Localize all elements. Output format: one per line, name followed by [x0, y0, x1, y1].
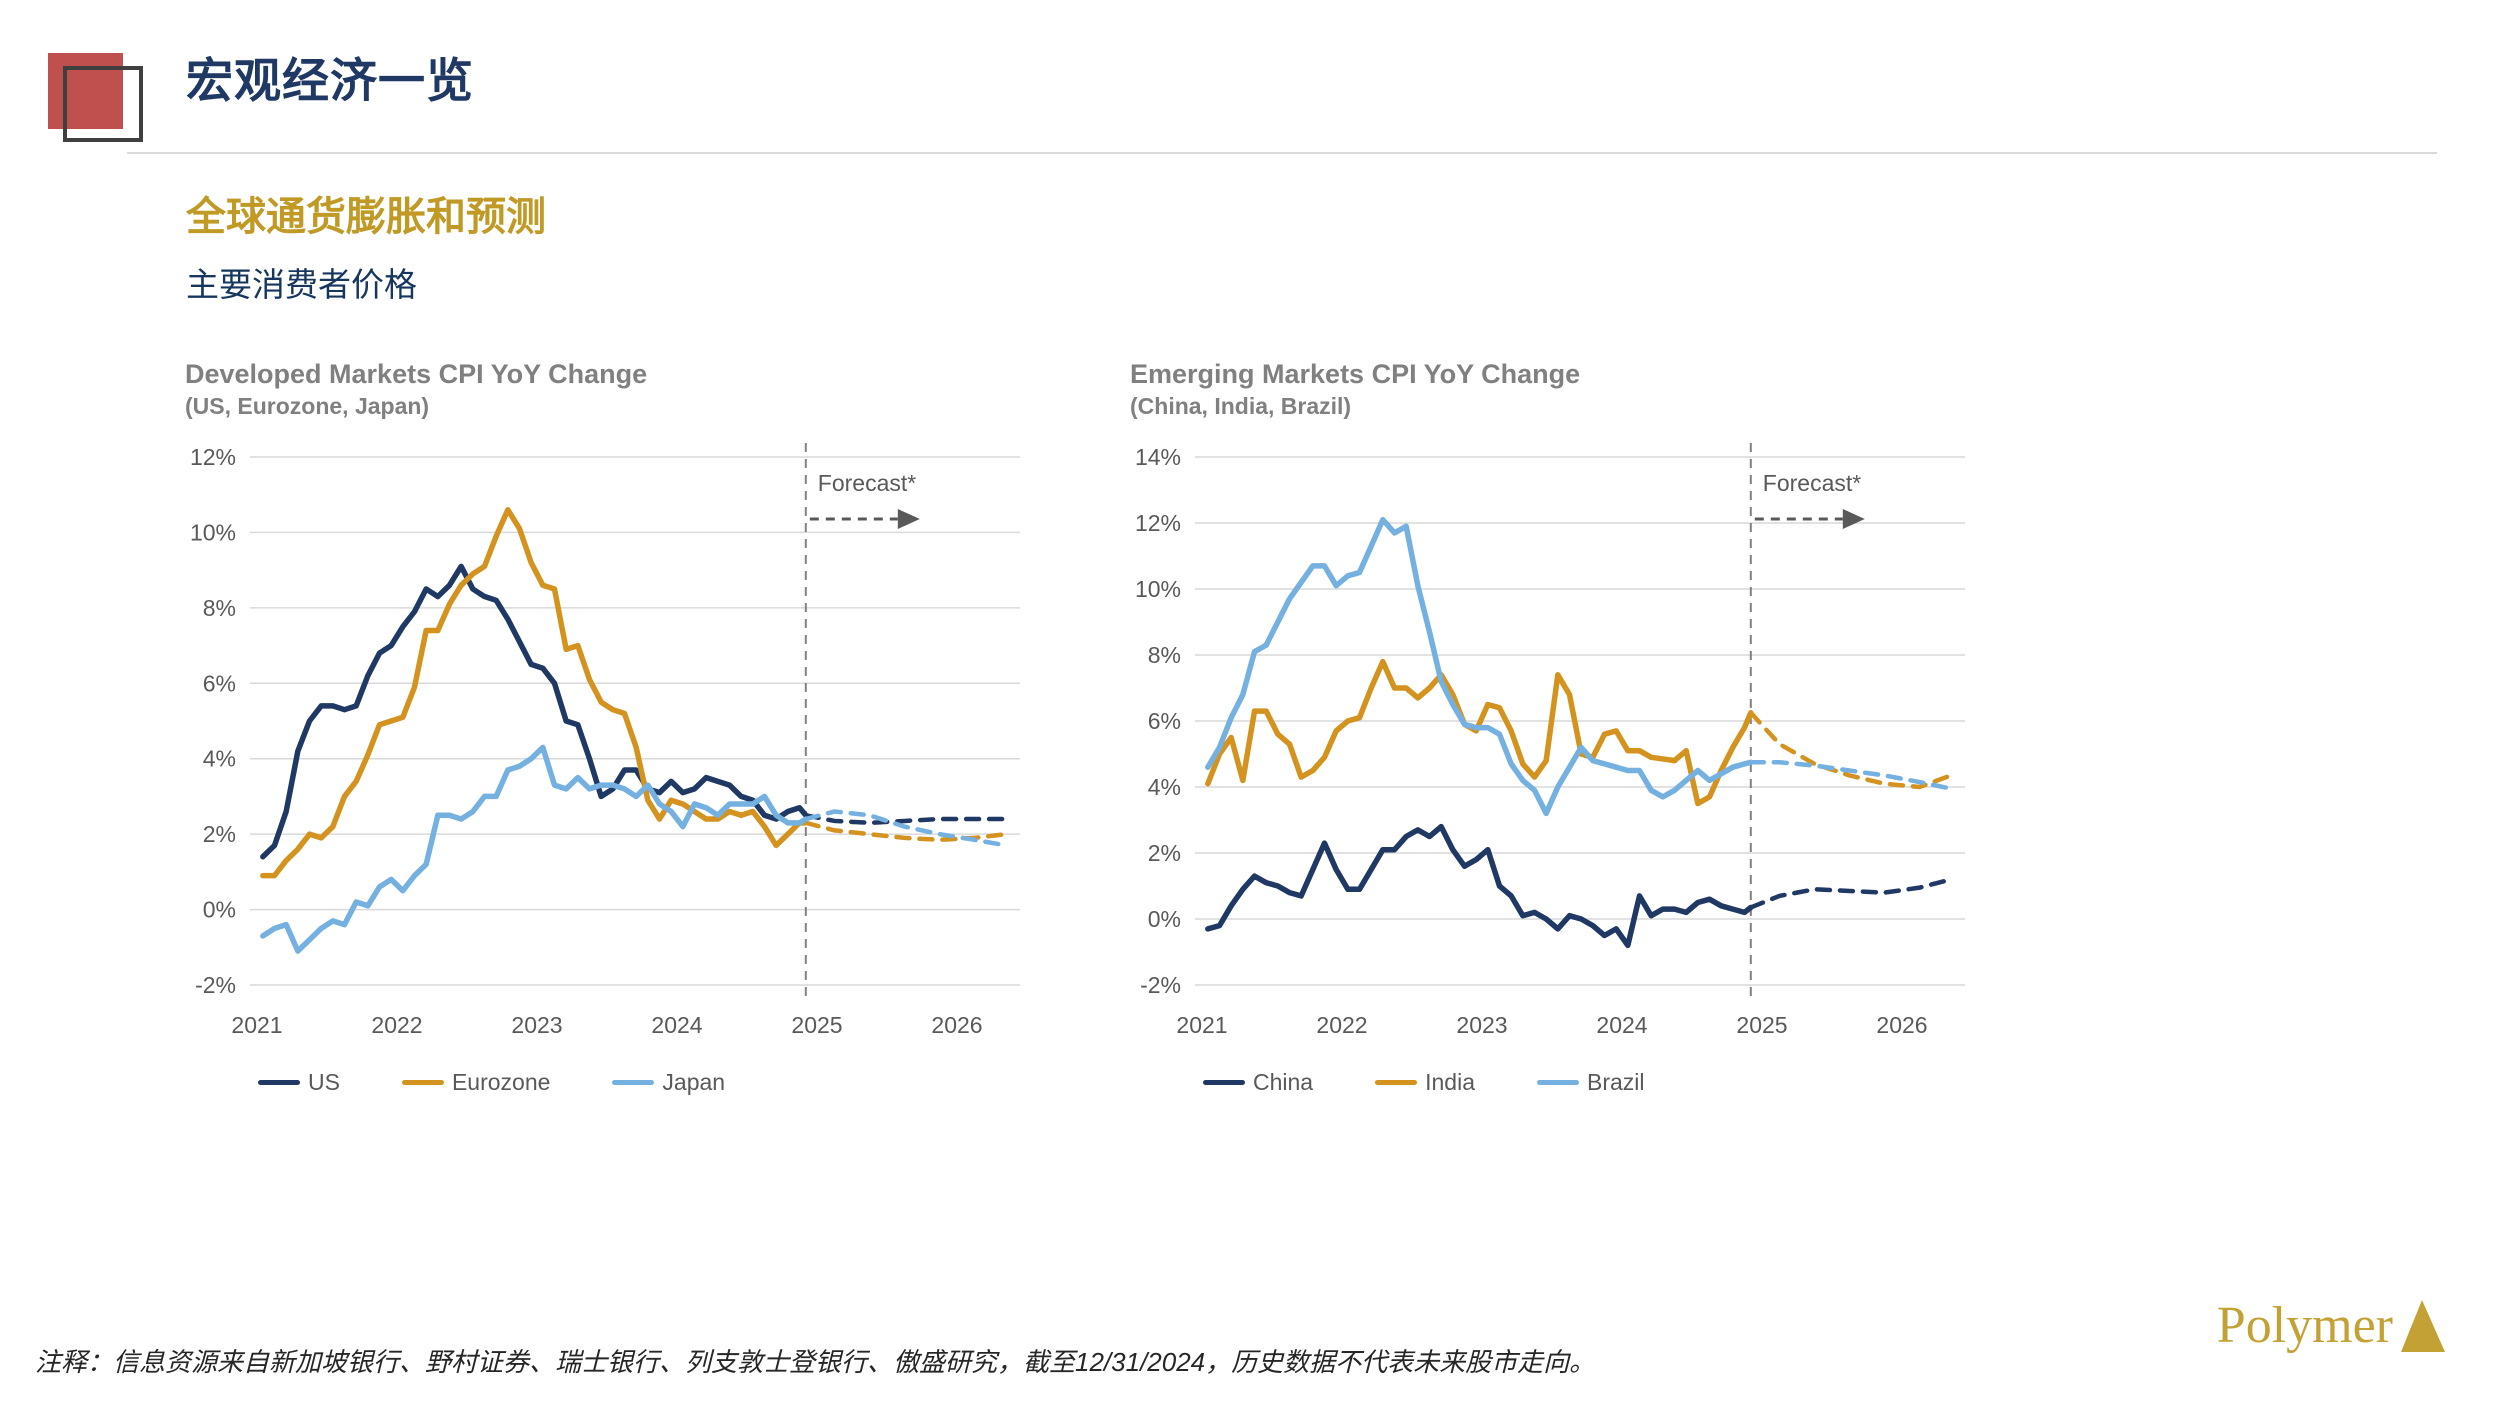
page-title: 宏观经济一览: [186, 54, 474, 107]
svg-text:14%: 14%: [1135, 444, 1181, 470]
legend-item-japan: Japan: [612, 1069, 725, 1096]
svg-text:8%: 8%: [1148, 642, 1181, 668]
svg-text:4%: 4%: [203, 745, 236, 771]
svg-text:2022: 2022: [371, 1012, 422, 1038]
outline-square-decor: [63, 66, 143, 142]
svg-text:6%: 6%: [203, 670, 236, 696]
legend-emerging: China India Brazil: [1095, 1069, 1975, 1096]
svg-text:-2%: -2%: [195, 972, 236, 998]
legend-item-brazil: Brazil: [1536, 1068, 1645, 1096]
svg-text:10%: 10%: [1135, 576, 1181, 602]
legend-swatch: [1203, 1079, 1245, 1085]
legend-label: US: [308, 1068, 340, 1095]
chart-plot-emerging: 14% 12% 10% 8% 6% 4% 2% 0% -2% 2021 2022 2023 2024 20…: [1135, 442, 1965, 1038]
chart-developed-markets: Developed Markets CPI YoY Change (US, Eu…: [150, 358, 1030, 1096]
footnote: 注释：信息资源来自新加坡银行、野村证券、瑞士银行、列支敦士登银行、傲盛研究，截至…: [35, 1347, 1596, 1377]
legend-swatch: [258, 1079, 300, 1085]
svg-text:12%: 12%: [1135, 510, 1181, 536]
legend-label: China: [1253, 1068, 1314, 1095]
legend-swatch: [1375, 1079, 1418, 1085]
svg-text:2%: 2%: [1148, 840, 1181, 866]
svg-text:-2%: -2%: [1140, 972, 1181, 998]
svg-text:2024: 2024: [1596, 1012, 1647, 1038]
svg-text:10%: 10%: [190, 519, 236, 545]
header-divider: [127, 152, 2437, 154]
charts-row: Developed Markets CPI YoY Change (US, Eu…: [150, 358, 1975, 1096]
svg-text:0%: 0%: [1148, 906, 1181, 932]
svg-text:2024: 2024: [651, 1012, 702, 1038]
svg-text:Forecast*: Forecast*: [1763, 470, 1861, 496]
svg-text:2021: 2021: [1176, 1012, 1227, 1038]
svg-text:Forecast*: Forecast*: [818, 470, 916, 496]
chart-subtitle: (US, Eurozone, Japan): [185, 392, 430, 419]
chart-emerging-markets: Emerging Markets CPI YoY Change (China, …: [1095, 358, 1975, 1096]
logo-wordmark: Polymer: [2216, 1297, 2393, 1354]
chart-title: Developed Markets CPI YoY Change: [185, 359, 648, 389]
legend-developed: US Eurozone Japan: [150, 1069, 1030, 1096]
legend-label: Eurozone: [451, 1068, 551, 1095]
logo-triangle-icon: [2401, 1300, 2445, 1352]
svg-text:2%: 2%: [203, 821, 236, 847]
chart-caption: Developed Markets CPI YoY Change (US, Eu…: [150, 358, 1030, 421]
legend-swatch: [1536, 1079, 1579, 1085]
red-square-decor: [48, 53, 123, 129]
svg-text:2025: 2025: [791, 1012, 842, 1038]
chart-title: Emerging Markets CPI YoY Change: [1130, 359, 1581, 389]
svg-text:8%: 8%: [203, 594, 236, 620]
decor-squares: [48, 53, 158, 153]
chart-caption: Emerging Markets CPI YoY Change (China, …: [1095, 358, 1975, 421]
chart-subtitle: (China, India, Brazil): [1130, 392, 1352, 419]
svg-text:6%: 6%: [1148, 708, 1181, 734]
svg-text:12%: 12%: [190, 444, 236, 470]
svg-text:2026: 2026: [931, 1012, 982, 1038]
legend-item-china: China: [1203, 1069, 1313, 1096]
legend-label: Japan: [662, 1068, 726, 1095]
legend-swatch: [401, 1079, 444, 1085]
svg-text:2025: 2025: [1736, 1012, 1787, 1038]
legend-label: Brazil: [1586, 1068, 1645, 1095]
svg-text:2022: 2022: [1316, 1012, 1367, 1038]
chart-plot-developed: 12% 10% 8% 6% 4% 2% 0% -2% 2021 2022 2023 2024 2025 2…: [190, 442, 1020, 1038]
svg-text:2023: 2023: [511, 1012, 562, 1038]
polymer-logo: Polymer: [2217, 1300, 2445, 1352]
svg-text:2026: 2026: [1876, 1012, 1927, 1038]
legend-item-india: India: [1375, 1069, 1475, 1096]
svg-text:4%: 4%: [1148, 774, 1181, 800]
legend-item-eurozone: Eurozone: [401, 1068, 551, 1096]
svg-text:0%: 0%: [203, 896, 236, 922]
legend-label: India: [1425, 1068, 1475, 1095]
svg-text:2021: 2021: [231, 1012, 282, 1038]
legend-item-us: US: [258, 1069, 340, 1096]
section-subtitle: 主要消费者价格: [186, 266, 417, 303]
legend-swatch: [612, 1079, 655, 1085]
section-title: 全球通货膨胀和预测: [186, 195, 546, 239]
svg-text:2023: 2023: [1456, 1012, 1507, 1038]
